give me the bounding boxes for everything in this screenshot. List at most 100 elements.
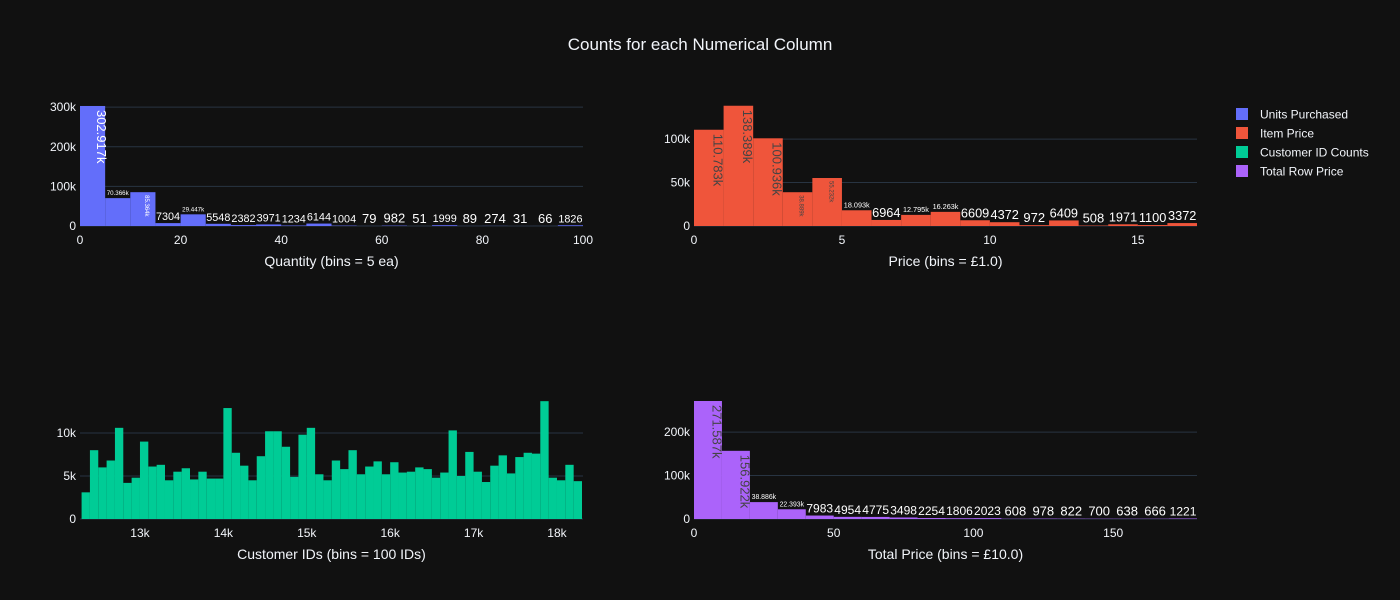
bar [523, 452, 532, 519]
bar [1137, 225, 1168, 226]
x-tick-label: 50 [827, 526, 841, 540]
bar [240, 465, 249, 519]
bar-label: 2254 [918, 504, 945, 518]
bar-label: 38.889k [798, 195, 804, 217]
bar [753, 138, 783, 226]
bar-label: 638 [1116, 504, 1138, 519]
x-axis-title: Quantity (bins = 5 ea) [264, 253, 398, 269]
bar [431, 477, 441, 519]
bar [381, 474, 391, 519]
bar-label: 302.917k [94, 110, 109, 164]
bar [155, 223, 181, 226]
bar-label: 3372 [1168, 208, 1196, 223]
bar [106, 460, 115, 519]
y-tick-label: 50k [671, 176, 691, 190]
bar [230, 225, 257, 226]
legend-swatch [1236, 165, 1248, 177]
bar-label: 1234 [282, 214, 306, 226]
bar-label: 666 [1144, 504, 1166, 519]
bar-label: 1971 [1109, 209, 1137, 224]
bar-label: 110.783k [710, 134, 725, 187]
legend-label: Item Price [1260, 127, 1314, 141]
bar-label: 1221 [1170, 504, 1197, 518]
bar-label: 89 [463, 211, 477, 226]
bar-label: 85.364k [143, 195, 149, 217]
bar-label: 1999 [433, 213, 457, 225]
bar [557, 225, 583, 226]
legend-swatch [1236, 127, 1248, 139]
bar [871, 219, 902, 226]
bar [205, 223, 231, 226]
x-tick-label: 150 [1103, 526, 1123, 540]
bar [805, 515, 834, 519]
bar-label: 12.795k [903, 205, 929, 214]
bar-label: 55.232k [827, 181, 833, 203]
x-tick-label: 60 [375, 233, 389, 247]
bar [290, 476, 299, 519]
bar-label: 6964 [872, 205, 900, 220]
bar [723, 105, 754, 226]
bar [573, 481, 582, 519]
bar-label: 4775 [862, 503, 889, 517]
bar [721, 450, 750, 519]
bar [456, 475, 466, 519]
bar [406, 471, 416, 519]
bar-label: 7304 [156, 211, 180, 223]
bar [841, 210, 872, 226]
bar [130, 192, 156, 226]
y-tick-label: 0 [683, 219, 690, 233]
bar [917, 518, 946, 519]
bar [960, 220, 990, 226]
y-tick-label: 5k [63, 469, 77, 483]
legend-swatch [1236, 108, 1248, 120]
y-tick-label: 100k [50, 179, 77, 193]
bar [782, 192, 813, 226]
bar [315, 474, 324, 519]
bar [80, 105, 106, 226]
bar-label: 700 [1088, 504, 1110, 519]
bar-label: 31 [513, 211, 527, 226]
x-tick-label: 16k [380, 526, 400, 540]
bar [89, 450, 99, 519]
bar [265, 431, 274, 519]
x-tick-label: 5 [839, 233, 846, 247]
x-axis-title: Customer IDs (bins = 100 IDs) [237, 546, 426, 562]
bar [139, 441, 149, 519]
bar [930, 211, 961, 226]
bar-label: 4954 [834, 503, 861, 517]
bar-label: 982 [384, 211, 406, 226]
bar-label: 70.366k [107, 190, 130, 197]
bar [889, 517, 918, 519]
bar [694, 129, 724, 226]
bar [973, 518, 1002, 519]
figure-title: Counts for each Numerical Column [568, 35, 833, 54]
bar-label: 6609 [961, 205, 989, 220]
bar [223, 408, 232, 519]
bar [105, 198, 131, 226]
bar [415, 467, 424, 519]
bar-label: 16.263k [933, 202, 959, 211]
bar-label: 79 [362, 211, 376, 226]
bar [323, 480, 332, 519]
bar [540, 401, 549, 519]
bar [356, 474, 366, 519]
bar [81, 492, 90, 519]
bar-label: 18.093k [844, 200, 870, 209]
bar-label: 274 [484, 211, 506, 226]
bar-label: 22.393k [780, 501, 805, 508]
x-tick-label: 0 [77, 233, 84, 247]
y-tick-label: 200k [50, 140, 77, 154]
bar [181, 468, 191, 519]
bar [156, 464, 165, 519]
bar [812, 178, 842, 226]
bar-label: 608 [1005, 504, 1027, 519]
bar [490, 465, 499, 519]
bar [306, 223, 332, 226]
bar [390, 462, 399, 519]
bar-label: 2382 [231, 213, 255, 225]
bar [190, 479, 199, 519]
bar [833, 516, 862, 519]
bar-label: 508 [1083, 211, 1105, 226]
bar [1108, 224, 1138, 226]
bar-label: 5548 [206, 212, 230, 224]
